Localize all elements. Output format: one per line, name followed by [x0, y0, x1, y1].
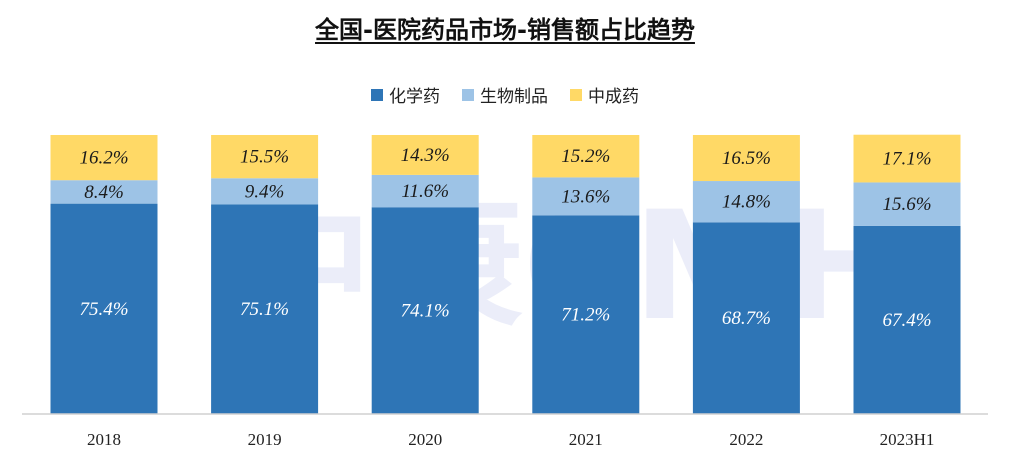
x-tick-label-2020: 2020 — [408, 430, 442, 449]
data-label-biologic-2018: 8.4% — [84, 182, 124, 203]
legend-swatch-tcm — [570, 88, 582, 101]
bar-tcm-2020 — [371, 135, 479, 175]
x-tick-label-2023H1: 2023H1 — [880, 430, 935, 449]
legend-label-chemical: 化学药 — [389, 87, 440, 107]
data-label-chemical-2018: 75.4% — [79, 299, 128, 320]
bar-tcm-2018 — [50, 135, 158, 181]
bar-biologic-2022 — [692, 181, 800, 223]
bar-chemical-2018 — [50, 203, 158, 414]
data-label-chemical-2020: 74.1% — [401, 301, 450, 322]
bar-biologic-2023H1 — [853, 182, 961, 226]
chart-title: 全国-医院药品市场-销售额占比趋势 — [315, 16, 695, 44]
x-axis-tick-labels: 2018 2019 2020 2021 2022 2023H1 — [87, 430, 934, 449]
data-label-tcm-2019: 15.5% — [240, 147, 289, 168]
data-label-biologic-2023H1: 15.6% — [882, 194, 931, 215]
bar-chemical-2020 — [371, 207, 479, 414]
data-label-chemical-2019: 75.1% — [240, 299, 289, 320]
bar-biologic-2018 — [50, 180, 158, 204]
bar-biologic-2020 — [371, 174, 479, 208]
data-labels: 75.4% 8.4% 16.2% 75.1% 9.4% 15.5% 74.1% 11.6% 14… — [79, 145, 931, 331]
data-label-biologic-2021: 13.6% — [561, 186, 610, 207]
data-label-biologic-2022: 14.8% — [722, 192, 771, 213]
data-label-biologic-2019: 9.4% — [245, 181, 285, 202]
bar-biologic-2019 — [211, 178, 319, 205]
data-label-biologic-2020: 11.6% — [401, 181, 449, 202]
bars — [50, 134, 961, 414]
bar-tcm-2022 — [692, 135, 800, 182]
legend-swatch-biologic — [462, 88, 474, 101]
legend-item-tcm: 中成药 — [570, 82, 639, 107]
x-tick-label-2018: 2018 — [87, 430, 121, 449]
legend-swatch-chemical — [371, 88, 383, 101]
data-label-tcm-2018: 16.2% — [79, 148, 128, 169]
data-label-chemical-2021: 71.2% — [561, 305, 610, 326]
data-label-chemical-2022: 68.7% — [722, 308, 771, 329]
legend-label-tcm: 中成药 — [588, 87, 639, 107]
data-label-tcm-2021: 15.2% — [561, 146, 610, 167]
bar-chemical-2023H1 — [853, 225, 961, 414]
chart-legend: 化学药 生物制品 中成药 — [0, 82, 1010, 107]
data-label-tcm-2023H1: 17.1% — [882, 149, 931, 170]
bar-tcm-2019 — [211, 135, 319, 179]
x-tick-label-2022: 2022 — [729, 430, 763, 449]
bar-tcm-2023H1 — [853, 134, 961, 183]
x-tick-label-2021: 2021 — [569, 430, 603, 449]
legend-item-biologic: 生物制品 — [462, 82, 548, 107]
legend-label-biologic: 生物制品 — [480, 87, 548, 107]
legend-item-chemical: 化学药 — [371, 82, 440, 107]
bar-chemical-2021 — [532, 215, 640, 414]
data-label-tcm-2022: 16.5% — [722, 148, 771, 169]
bar-biologic-2021 — [532, 177, 640, 216]
bar-tcm-2021 — [532, 135, 640, 178]
data-label-chemical-2023H1: 67.4% — [882, 310, 931, 331]
x-tick-label-2019: 2019 — [248, 430, 282, 449]
bar-chemical-2019 — [211, 204, 319, 414]
data-label-tcm-2020: 14.3% — [401, 145, 450, 166]
bar-chemical-2022 — [692, 222, 800, 414]
